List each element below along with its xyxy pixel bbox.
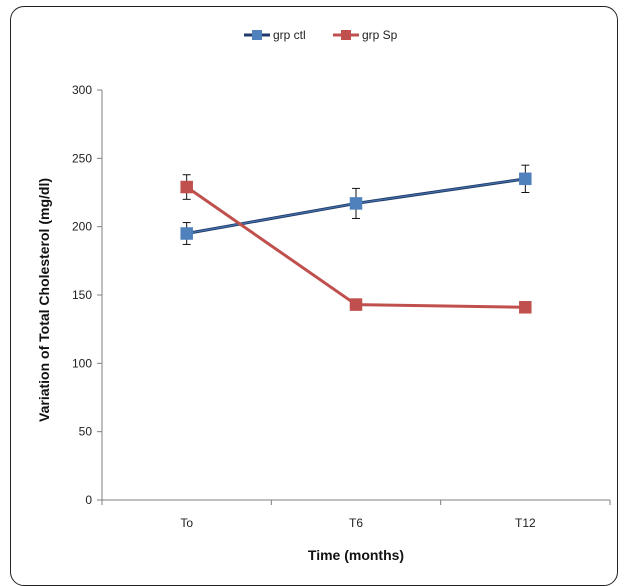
y-tick-label: 50 xyxy=(79,425,93,439)
y-tick-label: 150 xyxy=(72,288,92,302)
y-tick-label: 200 xyxy=(72,220,92,234)
y-tick-label: 300 xyxy=(72,83,92,97)
x-axis-title: Time (months) xyxy=(308,547,404,563)
data-point-marker xyxy=(519,172,532,186)
data-point-marker xyxy=(349,197,363,210)
series-layer xyxy=(180,164,532,314)
data-point-marker xyxy=(349,298,363,311)
y-tick-label: 0 xyxy=(85,493,92,507)
data-point-marker xyxy=(180,227,193,240)
series-2 xyxy=(180,174,532,314)
x-ticks: To T6 T12 xyxy=(101,500,611,530)
legend: grp ctl grp Sp xyxy=(244,28,398,42)
legend-marker xyxy=(341,30,351,40)
legend-item-2: grp Sp xyxy=(333,28,398,42)
data-point-marker xyxy=(180,180,193,194)
y-ticks: 0 50 100 150 200 250 300 xyxy=(72,83,102,507)
series-1 xyxy=(180,164,532,245)
legend-item-1: grp ctl xyxy=(244,28,306,42)
y-tick-label: 100 xyxy=(72,356,92,370)
y-axis-title: Variation of Total Cholesterol (mg/dl) xyxy=(36,178,52,422)
legend-label: grp Sp xyxy=(362,28,398,42)
legend-label: grp ctl xyxy=(273,28,306,42)
x-tick-label: T12 xyxy=(515,516,536,530)
legend-marker xyxy=(252,30,262,40)
x-tick-label: To xyxy=(180,516,193,530)
chart-frame xyxy=(10,6,618,586)
y-tick-label: 250 xyxy=(72,151,92,165)
axes xyxy=(101,90,610,501)
data-point-marker xyxy=(519,301,532,314)
x-tick-label: T6 xyxy=(349,516,363,530)
line-chart: grp ctl grp Sp 0 50 100 150 200 250 300 To T6 T12… xyxy=(36,28,611,563)
